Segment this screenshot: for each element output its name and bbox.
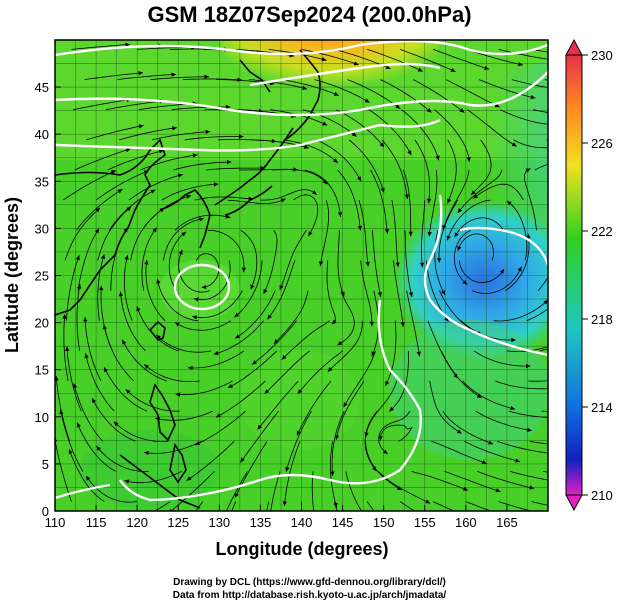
colorbar-tick-label: 210 [591, 488, 613, 503]
y-tick-label: 15 [35, 363, 49, 378]
colorbar-tick-label: 230 [591, 48, 613, 63]
x-tick-label: 165 [496, 515, 518, 530]
colorbar-tick-label: 222 [591, 224, 613, 239]
x-tick-label: 160 [455, 515, 477, 530]
y-tick-label: 20 [35, 316, 49, 331]
y-tick-label: 45 [35, 80, 49, 95]
x-axis-label: Longitude (degrees) [215, 539, 388, 559]
y-tick-label: 0 [42, 504, 49, 519]
y-tick-label: 40 [35, 127, 49, 142]
y-tick-label: 5 [42, 457, 49, 472]
colorbar-top-arrow [565, 38, 583, 56]
colorbar-tick-label: 218 [591, 312, 613, 327]
y-axis-ticks: 0 5 10 15 20 25 30 35 40 45 [35, 80, 61, 519]
credit-data-source: Data from http://database.rish.kyoto-u.a… [172, 590, 447, 601]
x-tick-label: 130 [208, 515, 230, 530]
x-tick-label: 110 [45, 515, 66, 530]
wind-streamlines [55, 42, 548, 511]
x-tick-label: 140 [291, 515, 313, 530]
y-tick-label: 25 [35, 269, 49, 284]
x-tick-label: 145 [332, 515, 354, 530]
chart-title: GSM 18Z07Sep2024 (200.0hPa) [147, 2, 472, 27]
x-tick-label: 155 [414, 515, 436, 530]
colorbar-bottom-arrow [565, 494, 583, 512]
y-axis-label: Latitude (degrees) [2, 197, 22, 353]
x-tick-label: 120 [126, 515, 148, 530]
colorbar-tick-label: 214 [591, 400, 613, 415]
colorbar-tick-label: 226 [591, 136, 613, 151]
contour-lines [55, 40, 548, 502]
x-tick-label: 150 [373, 515, 395, 530]
y-tick-label: 10 [35, 410, 49, 425]
x-axis-ticks: 110 115 120 125 130 135 140 145 150 155 160 165 [45, 505, 518, 530]
grid-lines [55, 40, 548, 511]
colorbar-ticks: 230 226 222 218 214 210 [582, 48, 613, 503]
colorbar-fill [565, 54, 583, 496]
x-tick-label: 115 [86, 515, 107, 530]
colorbar: 230 226 222 218 214 210 [565, 38, 613, 512]
y-tick-label: 30 [35, 221, 49, 236]
credit-dcl: Drawing by DCL (https://www.gfd-dennou.o… [173, 577, 446, 588]
x-tick-label: 125 [167, 515, 189, 530]
x-tick-label: 135 [250, 515, 272, 530]
y-tick-label: 35 [35, 174, 49, 189]
